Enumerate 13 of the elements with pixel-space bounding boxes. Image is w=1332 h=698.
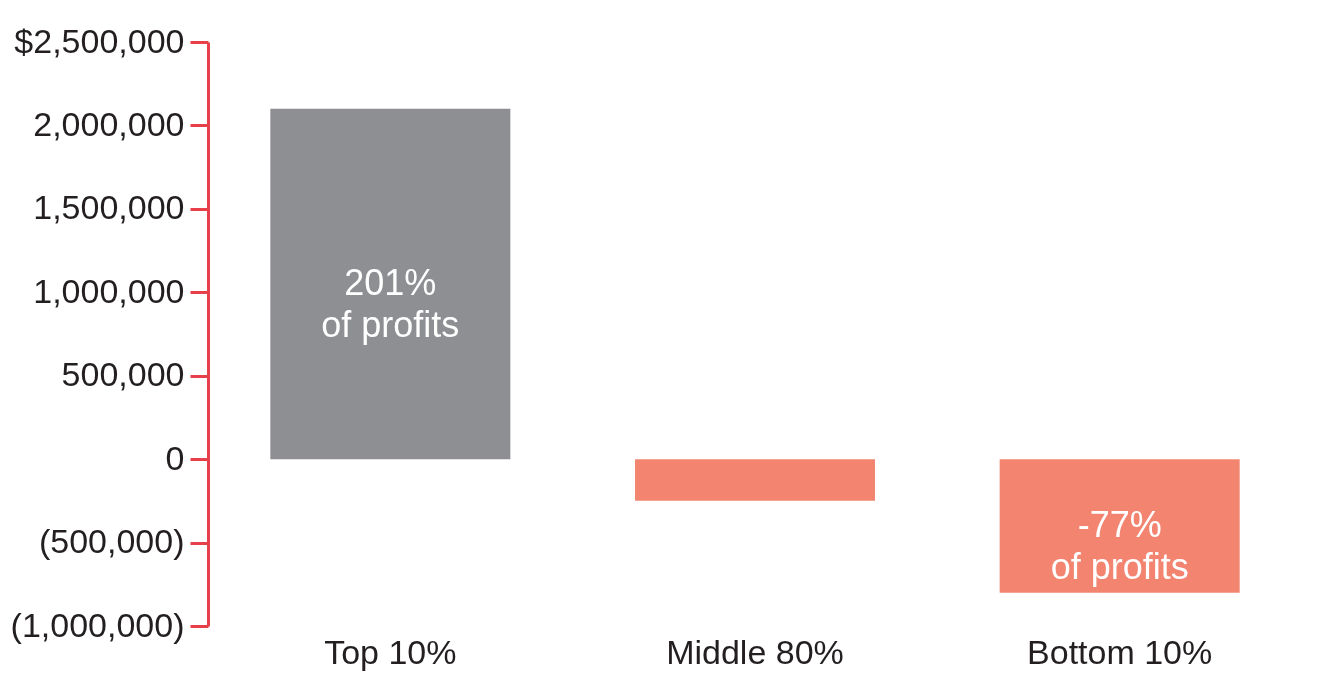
x-tick-label: Bottom 10%: [1027, 632, 1213, 671]
y-tick-label: 1,500,000: [33, 188, 185, 227]
y-tick-label: 1,000,000: [33, 271, 185, 310]
x-tick-label: Middle 80%: [666, 632, 844, 671]
x-tick-label: Top 10%: [324, 632, 457, 671]
y-tick-label: 2,000,000: [33, 104, 185, 143]
annotation: 201% of profits: [321, 261, 460, 345]
y-tick-label: $2,500,000: [14, 21, 185, 60]
y-tick-label: 500,000: [61, 355, 185, 394]
y-tick-label: 0: [165, 438, 185, 477]
annotation: -77% of profits: [1050, 503, 1189, 587]
y-tick-label: (500,000): [38, 522, 185, 561]
y-tick-label: (1,000,000): [10, 605, 185, 644]
